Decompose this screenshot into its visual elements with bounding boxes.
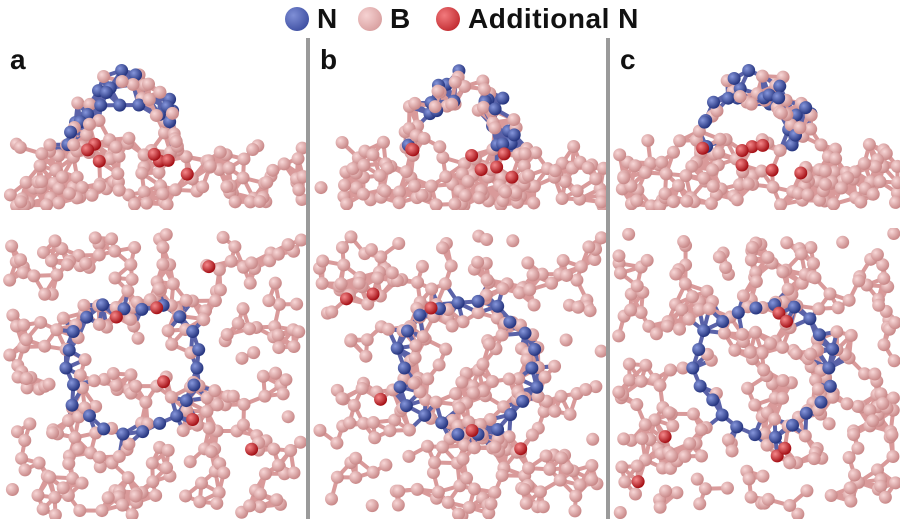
panels: a b c xyxy=(0,38,900,519)
panel-letter-c: c xyxy=(620,44,636,75)
nitrogen-dot-icon xyxy=(285,7,309,31)
panel-divider-2 xyxy=(606,38,610,519)
panel-a: a xyxy=(0,38,306,519)
legend-item-n: N xyxy=(285,3,338,34)
panel-letter-b: b xyxy=(320,44,338,75)
panel-c: c xyxy=(610,38,900,519)
panel-b-structure-image xyxy=(310,64,606,519)
legend: N B Additional N xyxy=(0,0,900,38)
legend-label-b: B xyxy=(390,3,411,34)
panel-a-structure-image xyxy=(0,63,306,519)
panel-c-structure-image xyxy=(610,64,900,519)
panel-divider-1 xyxy=(306,38,310,519)
panel-b: b xyxy=(310,38,606,519)
legend-item-additional-n: Additional N xyxy=(436,3,639,34)
legend-item-b: B xyxy=(358,3,411,34)
additional-nitrogen-dot-icon xyxy=(436,7,460,31)
legend-label-additional-n: Additional N xyxy=(468,3,639,34)
panel-letter-a: a xyxy=(10,44,26,75)
legend-label-n: N xyxy=(317,3,338,34)
boron-dot-icon xyxy=(358,7,382,31)
